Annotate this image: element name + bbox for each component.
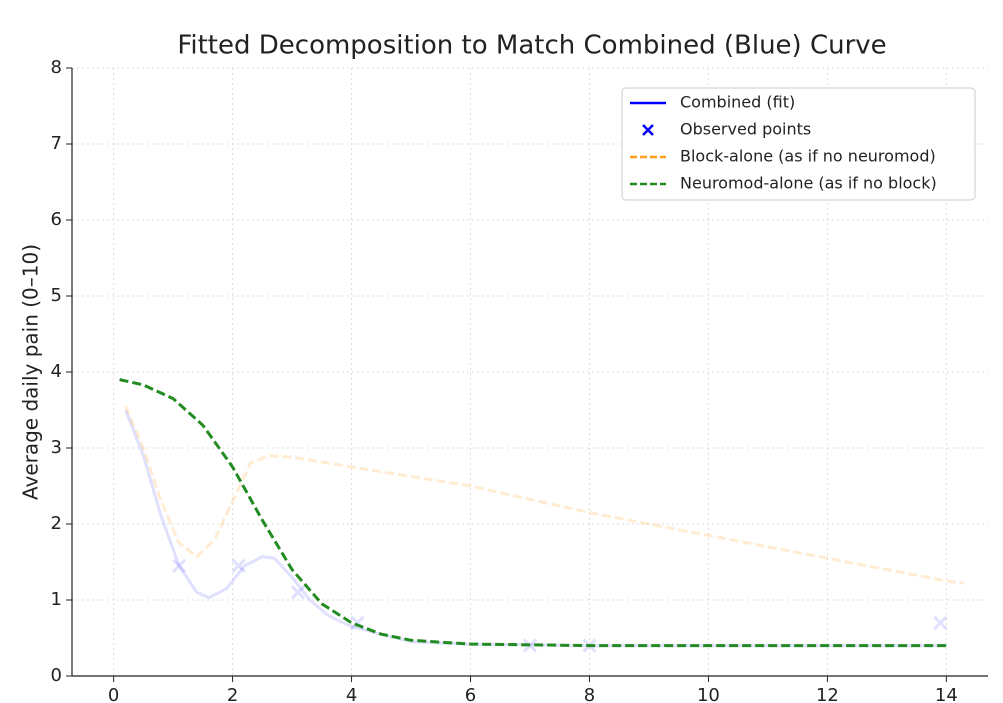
series-line [124,409,947,648]
legend-marker [642,124,654,136]
point [290,585,306,600]
y-tick-label: 2 [51,513,62,534]
x-tick-label: 2 [227,685,238,703]
y-axis-label: Average daily pain (0–10) [19,244,43,500]
legend-label: Neuromod-alone (as if no block) [680,174,937,193]
y-tick-label: 4 [51,361,62,382]
series-line [119,378,947,648]
y-tick-label: 7 [51,133,62,154]
x-tick-label: 6 [465,685,476,703]
x-tick-label: 14 [935,685,958,703]
x-tick-label: 4 [346,685,357,703]
y-tick-label: 5 [51,285,62,306]
y-tick-label: 8 [51,57,62,78]
x-tick-label: 10 [697,685,720,703]
legend-label: Block-alone (as if no neuromod) [680,147,936,166]
chart-title: Fitted Decomposition to Match Combined (… [177,31,886,61]
point [933,615,948,630]
y-tick-label: 6 [51,209,62,230]
x-tick-label: 8 [584,685,595,703]
point [231,558,246,573]
legend-box [621,87,976,201]
y-tick-label: 3 [51,437,62,458]
legend-label: Observed points [680,120,811,139]
x-tick-label: 12 [816,685,839,703]
legend-label: Combined (fit) [680,93,795,112]
x-tick-label: 0 [108,685,119,703]
y-tick-label: 1 [51,589,62,610]
point [172,558,187,573]
y-tick-label: 0 [51,665,62,686]
series-line [124,405,965,585]
